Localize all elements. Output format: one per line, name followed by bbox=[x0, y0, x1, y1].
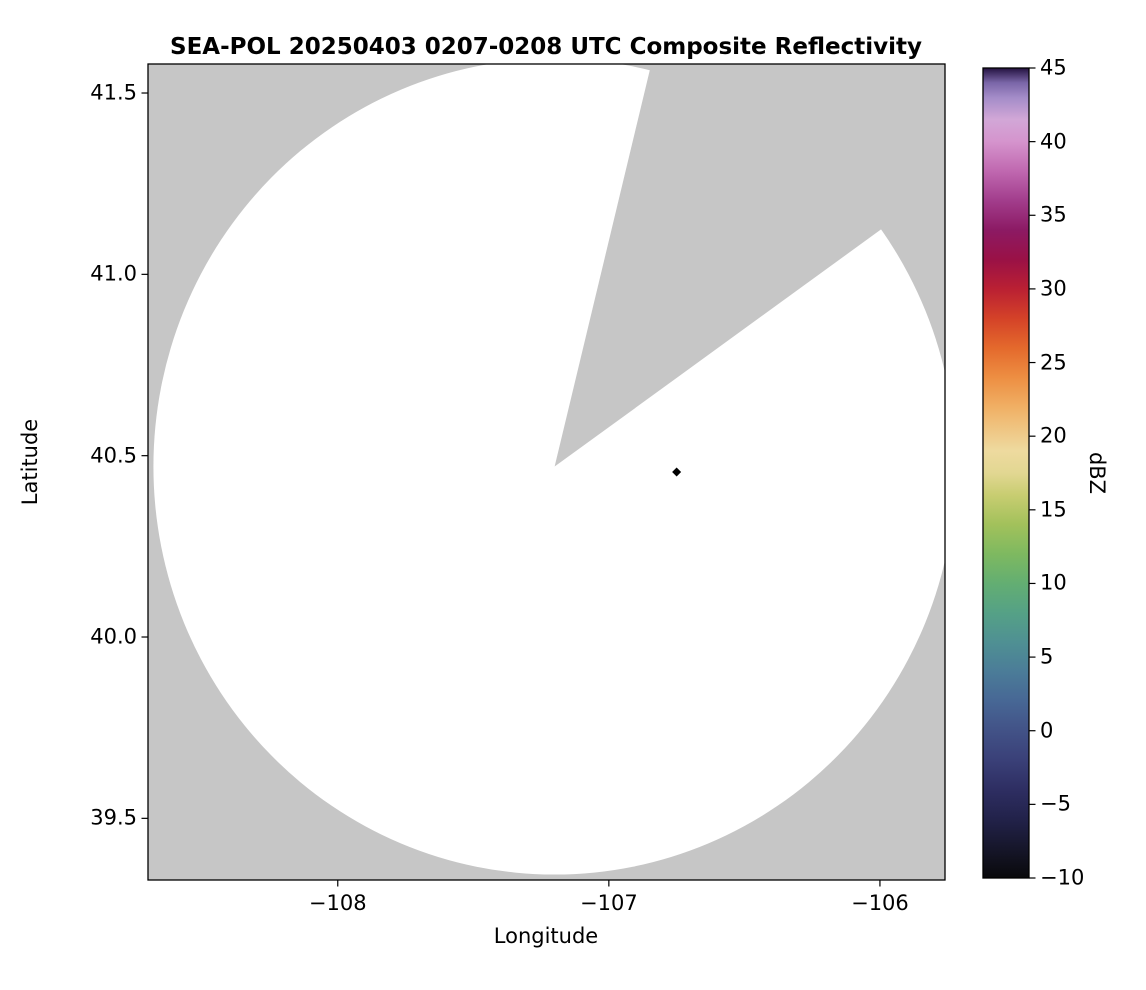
colorbar-tick-label: 15 bbox=[1040, 497, 1067, 522]
x-tick-label: −108 bbox=[308, 891, 367, 915]
y-tick-label: 41.0 bbox=[90, 261, 137, 286]
y-tick-label: 40.0 bbox=[90, 624, 137, 649]
radar-map bbox=[148, 64, 945, 880]
colorbar-tick-label: 10 bbox=[1040, 570, 1067, 595]
y-axis-label: Latitude bbox=[18, 418, 42, 506]
colorbar-tick-label: 0 bbox=[1040, 718, 1054, 743]
axes-frame bbox=[147, 63, 946, 881]
x-axis-label: Longitude bbox=[493, 924, 599, 948]
colorbar-tick-label: −5 bbox=[1040, 791, 1071, 816]
colorbar-tick-label: 35 bbox=[1040, 202, 1067, 227]
colorbar-tick-label: 25 bbox=[1040, 350, 1067, 375]
colorbar-tick-label: 45 bbox=[1040, 55, 1067, 80]
radar-site-marker bbox=[672, 467, 682, 477]
colorbar bbox=[982, 67, 1030, 879]
x-tick-label: −106 bbox=[851, 891, 909, 915]
blocked-sector-wedge bbox=[554, 64, 945, 467]
colorbar-tick-label: 40 bbox=[1040, 129, 1067, 154]
chart-title: SEA-POL 20250403 0207-0208 UTC Composite… bbox=[170, 34, 922, 60]
colorbar-tick-label: 20 bbox=[1040, 423, 1067, 448]
colorbar-tick-label: 5 bbox=[1040, 644, 1054, 669]
colorbar-tick-label: 30 bbox=[1040, 276, 1067, 301]
y-tick-label: 40.5 bbox=[90, 443, 137, 468]
y-tick-label: 41.5 bbox=[90, 80, 137, 105]
colorbar-label: dBZ bbox=[1085, 451, 1109, 495]
colorbar-tick-label: −10 bbox=[1040, 865, 1085, 890]
y-tick-label: 39.5 bbox=[90, 805, 137, 830]
x-tick-label: −107 bbox=[580, 891, 638, 915]
